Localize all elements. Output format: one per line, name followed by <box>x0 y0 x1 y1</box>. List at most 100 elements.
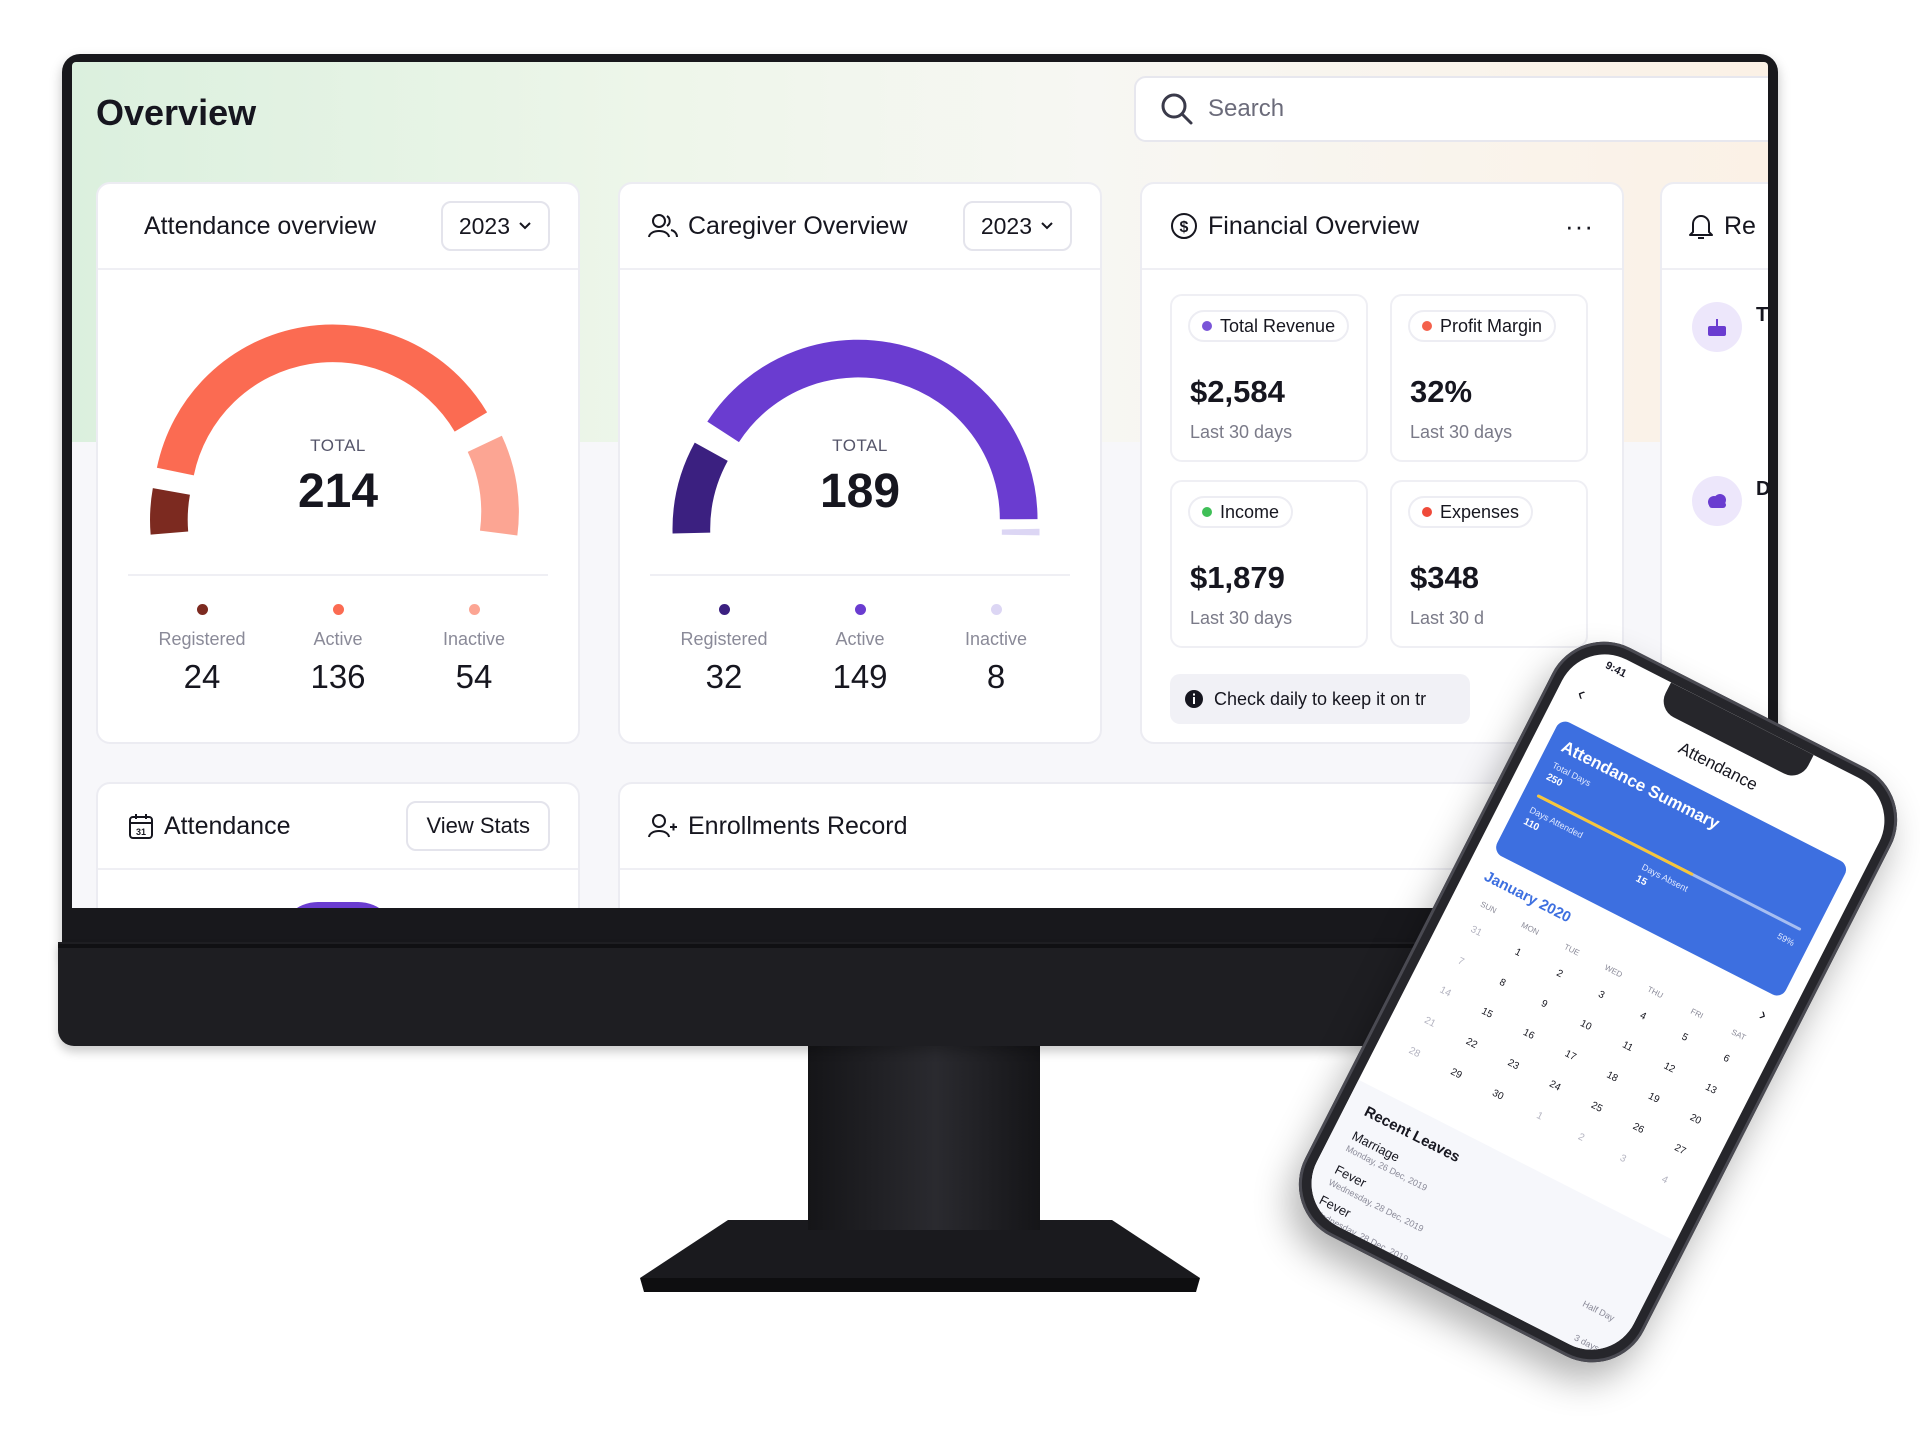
stat-value: 136 <box>310 658 366 695</box>
fin-pill: Total Revenue <box>1188 310 1350 342</box>
percent-label: 59% <box>1775 930 1797 949</box>
stat-active: Active 136 <box>270 604 406 696</box>
pill-label: Expenses <box>1440 501 1520 522</box>
year-value: 2023 <box>980 212 1032 239</box>
stat-value: 24 <box>183 658 221 695</box>
card-title: Enrollments Record <box>688 811 908 840</box>
chevron-down-icon <box>519 222 531 230</box>
fin-value: $2,584 <box>1190 374 1285 409</box>
pill-dot <box>1422 507 1432 517</box>
stat-label: Inactive <box>964 629 1028 649</box>
fin-tile-expenses: Expenses $348 Last 30 d <box>1390 480 1588 648</box>
info-icon <box>1185 690 1203 708</box>
search-input[interactable]: Search <box>1134 76 1768 142</box>
stat-value: 54 <box>455 658 493 695</box>
svg-text:31: 31 <box>136 827 146 837</box>
pill-label: Total Revenue <box>1220 315 1336 336</box>
user-add-icon <box>648 814 677 838</box>
stat-registered: Registered 32 <box>656 604 792 696</box>
pill-dot <box>1202 321 1212 331</box>
more-options-icon[interactable]: ··· <box>1565 210 1594 241</box>
cloud-icon <box>1708 494 1726 508</box>
fin-pill: Profit Margin <box>1408 310 1557 342</box>
legend-dot <box>468 604 480 615</box>
view-stats-button[interactable]: View Stats <box>406 801 550 851</box>
reminders-card: Re T D <box>1660 182 1768 744</box>
legend-dot <box>718 604 730 615</box>
weather-avatar <box>1692 476 1742 526</box>
status-time: 9:41 <box>1603 659 1629 681</box>
chevron-down-icon <box>1041 222 1053 230</box>
svg-text:$: $ <box>1180 219 1189 236</box>
days-absent-value: 15 <box>1633 873 1649 889</box>
fin-period: Last 30 days <box>1190 608 1293 628</box>
total-label: TOTAL <box>832 436 888 455</box>
birthday-avatar <box>1692 302 1742 352</box>
attendance-overview-card: Attendance overview 2023 TOTAL 214 Regis… <box>96 182 580 744</box>
legend-dot <box>854 604 866 615</box>
cake-icon <box>1708 319 1726 336</box>
fin-tile-income: Income $1,879 Last 30 days <box>1170 480 1368 648</box>
fin-value: $1,879 <box>1190 560 1285 595</box>
gauge-segment-registered <box>672 442 728 534</box>
monitor-base <box>640 1220 1200 1292</box>
stat-label: Inactive <box>442 629 506 649</box>
search-icon <box>1161 93 1193 125</box>
calendar-icon: 31 <box>129 814 153 839</box>
card-title: Financial Overview <box>1208 211 1420 240</box>
stat-value: 32 <box>705 658 743 695</box>
info-tip: Check daily to keep it on tr <box>1170 674 1470 724</box>
fin-period: Last 30 days <box>1410 422 1513 442</box>
card-title: Caregiver Overview <box>688 211 908 240</box>
bell-icon <box>1689 215 1713 239</box>
caregiver-overview-card: Caregiver Overview 2023 TOTAL 189 Regist… <box>618 182 1102 744</box>
reminder-text: T <box>1756 304 1768 326</box>
stat-registered: Registered 24 <box>134 604 270 696</box>
fin-pill: Expenses <box>1408 496 1534 528</box>
monitor-neck <box>808 1040 1040 1230</box>
reminder-text: D <box>1756 478 1768 501</box>
users-icon <box>648 214 678 238</box>
legend-dot <box>196 604 208 615</box>
year-select[interactable]: 2023 <box>962 201 1072 251</box>
attendance-gauge <box>150 324 519 536</box>
legend-dot <box>332 604 344 615</box>
card-title: Attendance <box>164 811 291 840</box>
search-placeholder: Search <box>1208 95 1285 122</box>
legend-dot <box>990 604 1002 615</box>
total-value: 189 <box>819 465 901 518</box>
stat-active: Active 149 <box>792 604 928 696</box>
gauge-segment-registered <box>150 488 191 535</box>
stat-inactive: Inactive 54 <box>406 604 542 696</box>
gauge-segment-inactive <box>467 435 519 536</box>
stat-value: 8 <box>986 658 1006 695</box>
fin-tile-total-revenue: Total Revenue $2,584 Last 30 days <box>1170 294 1368 462</box>
divider <box>128 574 548 576</box>
year-select[interactable]: 2023 <box>440 201 550 251</box>
tip-text: Check daily to keep it on tr <box>1214 688 1427 709</box>
year-value: 2023 <box>458 212 510 239</box>
gauge-segment-active <box>707 339 1038 520</box>
gauge-segment-active <box>156 324 488 476</box>
caregiver-stats: Registered 32 Active 149 Inactive 8 <box>620 604 1100 696</box>
fin-tile-profit-margin: Profit Margin 32% Last 30 days <box>1390 294 1588 462</box>
stat-label: Registered <box>158 629 246 649</box>
stat-value: 149 <box>832 658 888 695</box>
card-title: Attendance overview <box>144 211 377 240</box>
total-label: TOTAL <box>310 436 366 455</box>
fin-period: Last 30 days <box>1190 422 1293 442</box>
pill-label: Profit Margin <box>1440 315 1543 336</box>
pill-dot <box>1422 321 1432 331</box>
stat-label: Active <box>835 629 885 649</box>
chart-peek <box>278 902 398 908</box>
next-month-icon[interactable]: › <box>1756 1004 1771 1025</box>
fin-value: $348 <box>1410 560 1479 595</box>
monitor-edge <box>58 944 1782 948</box>
financial-overview-card: $ Financial Overview ··· Total Revenue $… <box>1140 182 1624 744</box>
stat-label: Registered <box>680 629 768 649</box>
dollar-circle-icon: $ <box>1171 213 1197 239</box>
attendance-card: 31 Attendance View Stats <box>96 782 580 908</box>
fin-period: Last 30 d <box>1410 608 1485 628</box>
pill-dot <box>1202 507 1212 517</box>
